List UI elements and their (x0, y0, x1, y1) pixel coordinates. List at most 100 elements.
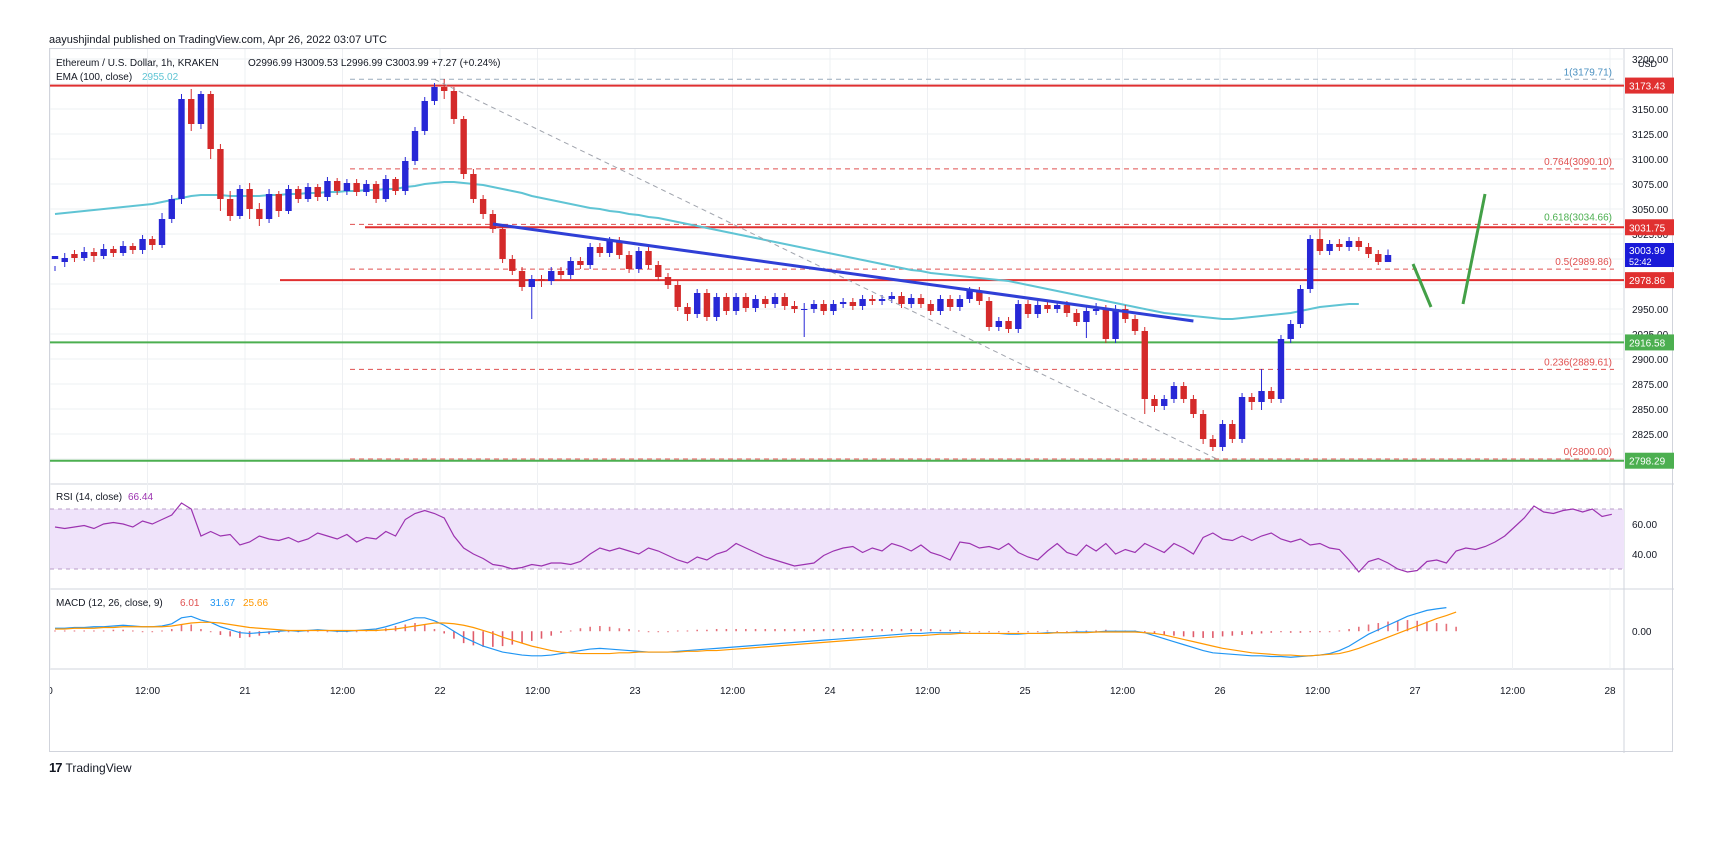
macd-histogram-bar (453, 631, 455, 639)
candle-body (791, 306, 798, 309)
candle (586, 243, 594, 269)
macd-histogram-bar (628, 628, 630, 632)
macd-histogram-bar (1192, 631, 1195, 638)
macd-histogram-bar (1095, 630, 1097, 632)
macd-histogram-bar (122, 629, 124, 632)
projection-arrow-down (1411, 263, 1433, 308)
macd-histogram-bar (1367, 624, 1370, 632)
candle (168, 195, 175, 223)
candle (684, 303, 691, 321)
macd-histogram-bar (745, 628, 747, 632)
candle (1375, 250, 1382, 265)
candle (1170, 382, 1178, 403)
x-tick-label: 21 (239, 686, 251, 697)
macd-histogram-bar (73, 630, 76, 632)
macd-histogram-bar (209, 631, 212, 633)
chart-frame[interactable]: 1(3179.71) 0.764(3090.10) 0.618(3034.66) 0.… (49, 48, 1674, 753)
candle (1190, 395, 1197, 418)
projection-arrow-up (1461, 193, 1487, 305)
candle (577, 257, 584, 269)
candle (830, 300, 837, 315)
macd-histogram-bar (968, 631, 971, 633)
macd-histogram-bar (998, 631, 1000, 633)
macd-histogram-bar (268, 631, 270, 635)
candle (596, 243, 604, 257)
candle-body (460, 119, 467, 174)
candle-body (158, 219, 166, 245)
candle-body (1209, 439, 1217, 447)
macd-histogram-bar (920, 628, 922, 632)
candle (1287, 320, 1294, 343)
candle (61, 253, 68, 267)
macd-signal-line (55, 611, 1457, 657)
candle (927, 300, 934, 315)
candle-body (1180, 386, 1187, 399)
fib-level-label: 0.236(2889.61) (1544, 357, 1612, 368)
candle (703, 289, 711, 321)
macd-histogram-bar (1056, 631, 1058, 633)
macd-histogram-bar (141, 631, 144, 633)
candle (1268, 387, 1275, 403)
candle-body (1170, 386, 1178, 399)
candle (324, 177, 331, 201)
candle-body (431, 87, 438, 101)
macd-histogram-bar (219, 631, 222, 635)
macd-histogram-bar (774, 628, 776, 632)
y-tick-label: 3200.00 (1632, 55, 1669, 66)
candle (898, 292, 905, 308)
macd-histogram-bar (1309, 631, 1311, 633)
candle (139, 235, 146, 254)
candle-body (878, 299, 886, 301)
candle (1248, 393, 1255, 410)
y-tick-label: 2850.00 (1632, 405, 1669, 416)
candle (1238, 393, 1246, 443)
level-price-tag: 2798.29 (1625, 452, 1674, 469)
macd-histogram-bar (239, 631, 241, 638)
candle (820, 300, 827, 315)
macd-histogram-bar (579, 628, 582, 632)
macd-histogram-bar (676, 630, 679, 632)
candle-body (1336, 244, 1343, 247)
macd-histogram-bar (161, 630, 163, 632)
macd-histogram-bar (949, 629, 951, 632)
macd-histogram-bar (1348, 628, 1350, 632)
candle-body (518, 271, 526, 287)
tradingview-chart[interactable]: 1(3179.71) 0.764(3090.10) 0.618(3034.66) 0.… (50, 49, 1674, 753)
candle-body (1238, 397, 1246, 439)
candle (839, 298, 847, 308)
level-price-label: 2798.29 (1629, 457, 1666, 468)
x-tick-label: 12:00 (525, 686, 550, 697)
x-tick-label: 22 (434, 686, 446, 697)
candle-body (489, 214, 497, 229)
candle-body (1258, 391, 1265, 402)
macd-histogram-bar (1105, 629, 1107, 632)
candle (1297, 285, 1304, 328)
candle-body (946, 299, 954, 307)
macd-histogram-bar (1143, 631, 1146, 633)
candle-body (129, 246, 137, 250)
candle (431, 83, 438, 105)
macd-histogram-bar (112, 629, 115, 632)
candle-body (596, 247, 604, 253)
macd-histogram-bar (1153, 631, 1156, 634)
macd-value: 31.67 (210, 598, 235, 609)
candle-body (1287, 324, 1294, 339)
candle (499, 225, 506, 263)
macd-histogram-bar (939, 629, 942, 632)
macd-histogram-bar (1406, 620, 1409, 632)
y-tick-label: 3075.00 (1632, 180, 1669, 191)
macd-histogram-bar (540, 631, 543, 639)
macd-histogram-bar (890, 628, 893, 632)
candle-body (810, 304, 818, 309)
level-price-tag: 3031.75 (1625, 219, 1674, 236)
candle-body (139, 239, 146, 250)
macd-histogram-bar (754, 628, 757, 632)
macd-histogram-bar (170, 628, 173, 632)
macd-histogram-bar (501, 631, 504, 647)
candle (197, 91, 205, 129)
candle (236, 185, 244, 219)
tradingview-logo-text: TradingView (65, 760, 132, 775)
candle (849, 298, 857, 310)
candle (664, 273, 672, 289)
symbol-legend: Ethereum / U.S. Dollar, 1h, KRAKEN (56, 58, 219, 69)
